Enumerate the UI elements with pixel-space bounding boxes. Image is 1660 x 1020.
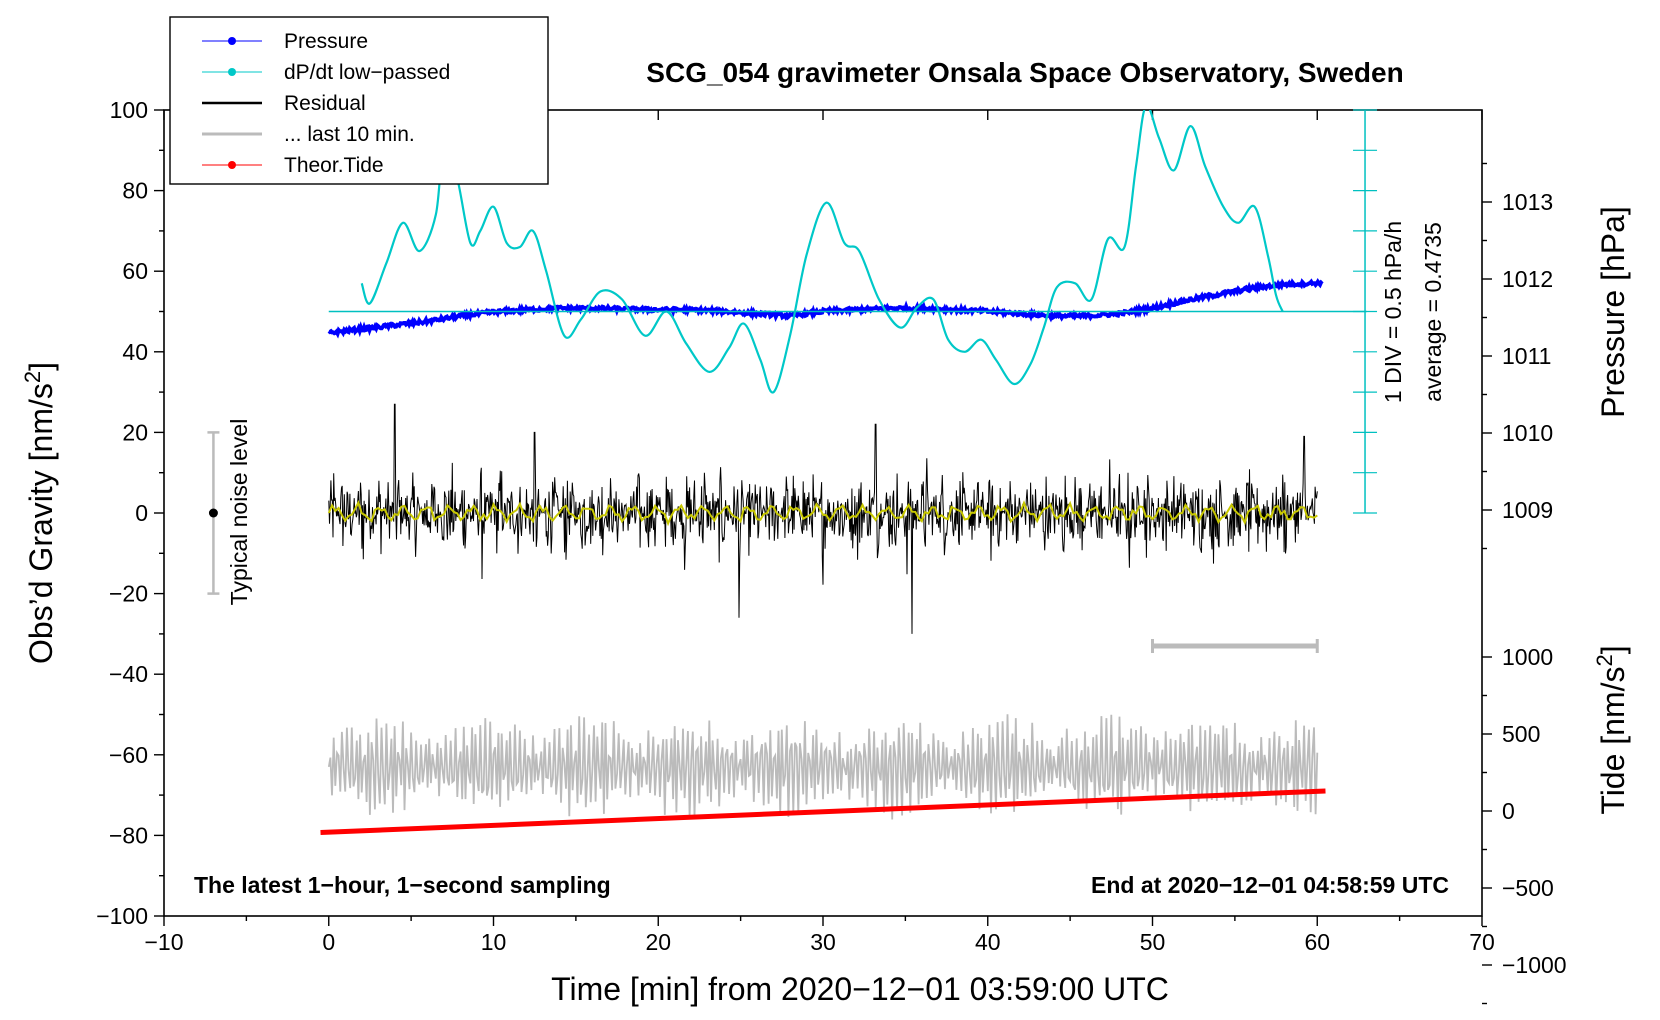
x-tick-label: 40 [975, 929, 1001, 955]
tide-tick-label: −500 [1502, 875, 1554, 901]
y-axis-label-gravity: Obs’d Gravity [nm/s2] [20, 362, 59, 664]
y-tick-label: 0 [135, 500, 148, 526]
dpdt-line [360, 110, 1284, 394]
x-tick-label: 60 [1304, 929, 1330, 955]
dpdt-scale-label: 1 DIV = 0.5 hPa/h [1380, 221, 1406, 403]
y-axis-label-tide-close: ] [1595, 645, 1631, 654]
annotation-end-time: End at 2020−12−01 04:58:59 UTC [1091, 872, 1449, 898]
dpdt-average-label: average = 0.4735 [1420, 222, 1446, 402]
pressure-tick-label: 1012 [1502, 266, 1553, 292]
pressure-tick-label: 1011 [1502, 343, 1551, 369]
x-tick-label: 50 [1140, 929, 1166, 955]
annotation-sampling: The latest 1−hour, 1−second sampling [194, 872, 611, 898]
y-tick-label: −80 [109, 822, 148, 848]
y-axis-label-tide-exp: 2 [1592, 654, 1617, 666]
x-tick-label: 70 [1469, 929, 1495, 955]
y-tick-label: 100 [110, 97, 148, 123]
y-axis-label-gravity-exp: 2 [20, 371, 45, 383]
legend: Pressure dP/dt low−passed Residual ... l… [169, 16, 549, 185]
legend-label-pressure: Pressure [284, 30, 368, 53]
tide-tick-label: 1000 [1502, 644, 1553, 670]
x-axis-label: Time [min] from 2020−12−01 03:59:00 UTC [551, 971, 1169, 1007]
residual-smoothed-line [327, 499, 1318, 527]
last10-line [327, 714, 1319, 820]
y-tick-label: −40 [109, 661, 148, 687]
pressure-tick-label: 1013 [1502, 189, 1553, 215]
legend-label-residual: Residual [284, 92, 366, 115]
axis-ticks: −10 0 10 20 30 40 50 60 70100806040200−20−40−60−… [96, 97, 1567, 1005]
y-axis-label-gravity-close: ] [23, 362, 59, 371]
pressure-line [327, 278, 1324, 339]
tide-tick-label: 0 [1502, 798, 1515, 824]
residual-line [328, 403, 1318, 634]
noise-bar-dot [208, 508, 218, 518]
legend-swatch-marker [228, 37, 236, 45]
legend-label-tide: Theor.Tide [284, 154, 384, 177]
legend-label-last10: ... last 10 min. [284, 123, 415, 146]
legend-label-dpdt: dP/dt low−passed [284, 61, 450, 84]
legend-swatch-marker [228, 161, 236, 169]
y-axis-label-tide-text: Tide [nm/s [1595, 666, 1631, 814]
y-tick-label: 60 [122, 258, 148, 284]
legend-items [202, 37, 262, 169]
y-axis-label-gravity-text: Obs’d Gravity [nm/s [23, 383, 59, 664]
x-tick-label: −10 [144, 929, 183, 955]
tide-tick-label: −1000 [1502, 952, 1567, 978]
y-tick-label: −20 [109, 581, 148, 607]
x-tick-label: 10 [481, 929, 507, 955]
pressure-tick-label: 1010 [1502, 420, 1553, 446]
legend-swatch-marker [228, 68, 236, 76]
pressure-tick-label: 1009 [1502, 497, 1553, 523]
y-tick-label: 80 [122, 178, 148, 204]
x-tick-label: 20 [645, 929, 671, 955]
y-axis-label-pressure: Pressure [hPa] [1595, 206, 1631, 418]
y-tick-label: −60 [109, 742, 148, 768]
y-tick-label: 40 [122, 339, 148, 365]
y-axis-label-tide: Tide [nm/s2] [1592, 645, 1631, 814]
x-tick-label: 0 [322, 929, 335, 955]
overlay-layer [207, 109, 1378, 653]
tide-line [320, 788, 1326, 836]
chart-title: SCG_054 gravimeter Onsala Space Observat… [646, 57, 1403, 88]
y-tick-label: 20 [122, 419, 148, 445]
series-layer [320, 110, 1326, 836]
x-tick-label: 30 [810, 929, 836, 955]
noise-level-label: Typical noise level [226, 419, 252, 606]
y-tick-label: −100 [96, 903, 148, 929]
tide-tick-label: 500 [1502, 721, 1540, 747]
